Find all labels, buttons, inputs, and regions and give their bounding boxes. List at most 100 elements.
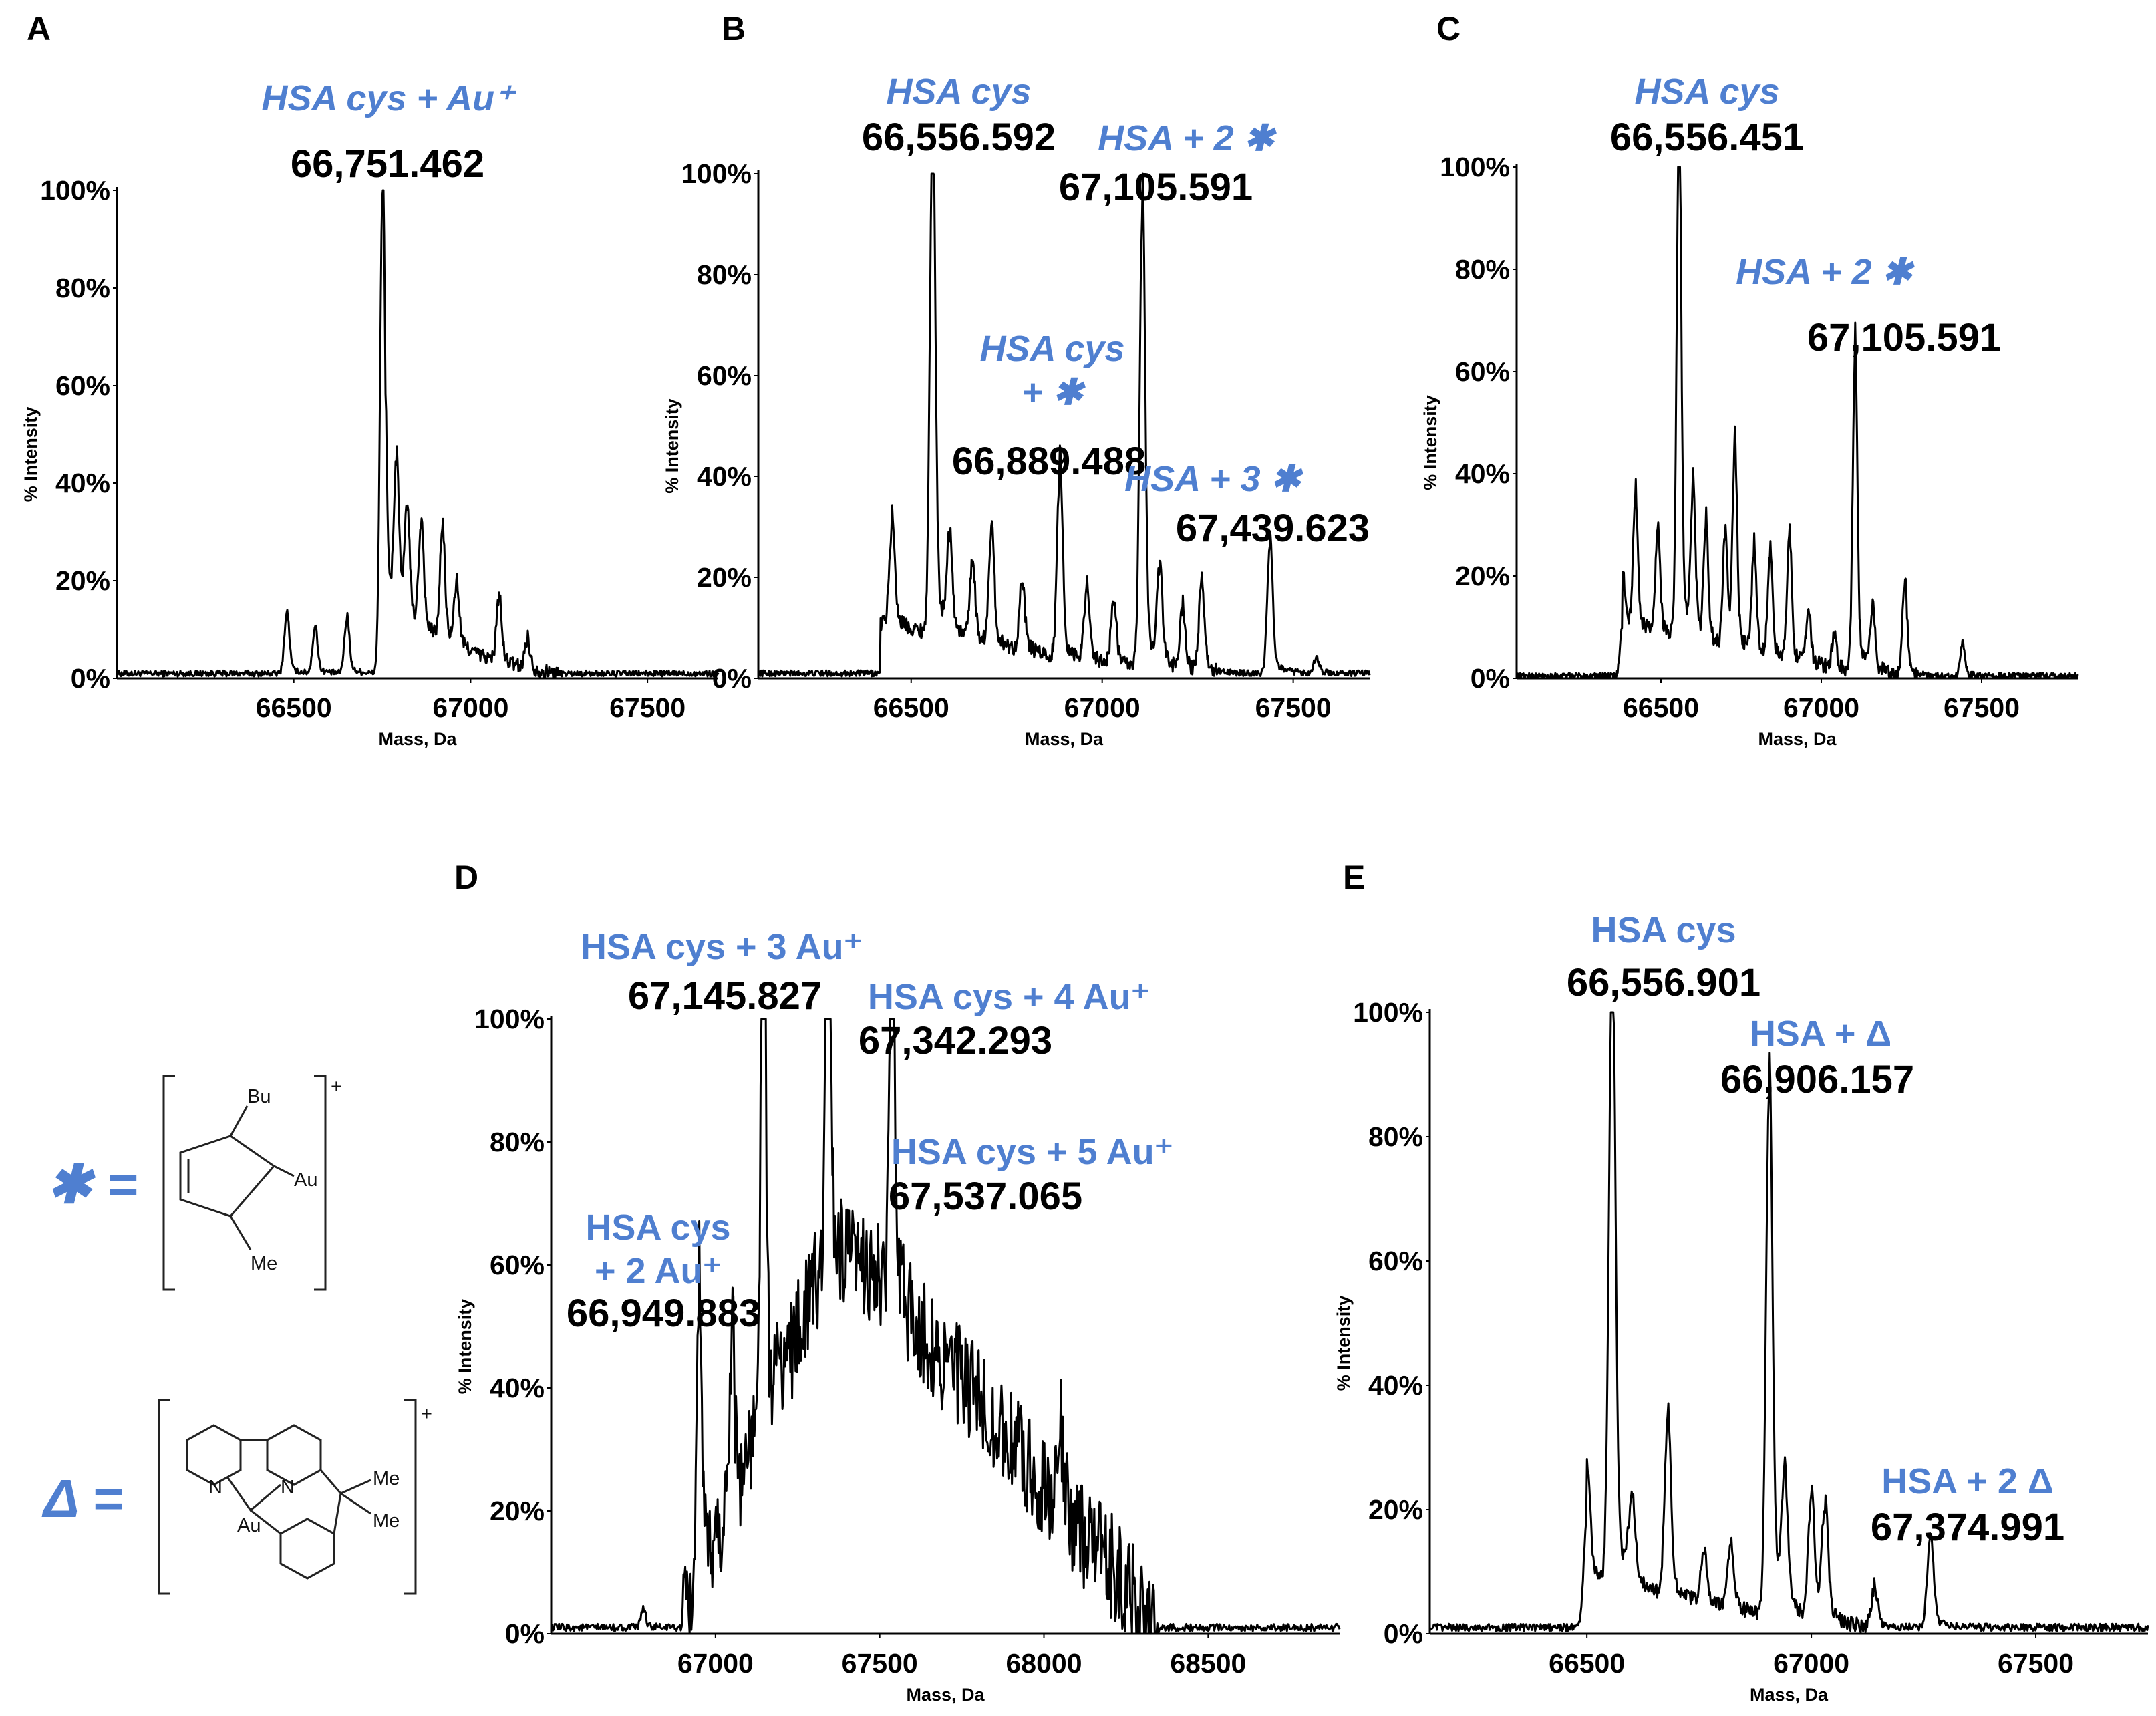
panel-e: E 0% 20% 40% 60% 80% 100% 66500 67000 67500 Mass, … [1334,859,2149,1705]
y-tick-label: 100% [474,1004,545,1034]
y-tick-label: 20% [1455,561,1510,591]
y-axis-label: % Intensity [21,407,41,503]
legend-star-symbol: ✱ = [47,1155,138,1214]
pyridine-ring-icon [186,1424,242,1486]
panel-c: C 0% 20% 40% 60% 80% 100% 66500 67000 67500 Mass, … [1420,10,2079,749]
substituent-label: Au [294,1169,317,1191]
x-tick-label: 68000 [1006,1648,1082,1679]
x-tick-label: 67500 [609,692,685,723]
y-tick-label: 0% [1471,663,1510,694]
peak-annotation-label: HSA cys + 3 Au⁺ [581,927,863,967]
substituent-label: Bu [247,1086,271,1107]
bond-icon [229,1105,249,1137]
y-tick-label: 40% [1455,458,1510,489]
peak-mass-value: 67,105.591 [1059,166,1253,209]
x-tick-label: 66500 [1623,692,1699,723]
peak-annotation-label: HSA + 2 ✱ [1736,252,1915,292]
peak-mass-value: 67,374.991 [1871,1506,2064,1549]
peak-mass-value: 66,906.157 [1720,1058,1914,1101]
imidazolylidene-ring-icon [179,1135,276,1218]
peak-annotation-label: HSA cys + 4 Au⁺ [868,977,1150,1017]
panel-b: B 0% 20% 40% 60% 80% 100% 66500 67000 67500 Mass, … [662,10,1371,749]
substituent-label: Me [373,1468,400,1489]
peak-annotation-label: HSA + 3 ✱ [1124,459,1304,499]
legend-star: ✱ = + Bu Au Me [47,1075,342,1291]
phenyl-ring-icon [279,1518,335,1580]
peak-mass-value: 67,342.293 [859,1019,1052,1062]
spectrum-trace [1428,1011,2149,1634]
y-tick-label: 40% [490,1373,545,1403]
legend-star-charge: + [331,1076,342,1097]
peak-mass-value: 67,145.827 [628,974,822,1018]
y-axis-label: % Intensity [1334,1296,1354,1391]
x-axis-label: Mass, Da [1025,729,1104,749]
peak-mass-value: 66,889.488 [952,440,1146,483]
x-tick-label: 67500 [842,1648,918,1679]
legend-delta-symbol: Δ = [41,1469,124,1528]
y-tick-label: 40% [1368,1370,1423,1401]
y-tick-label: 60% [1455,356,1510,387]
peak-annotation-label: HSA + 2 ✱ [1098,118,1277,158]
legend-delta: Δ = + Me Me Au N N [41,1399,432,1595]
bracket-left-icon [162,1075,175,1291]
x-tick-label: 66500 [873,692,949,723]
y-tick-label: 0% [1384,1618,1423,1649]
peak-annotation-label: HSA cys [585,1207,730,1248]
bracket-right-icon [404,1399,417,1595]
panel-letter: E [1343,859,1365,896]
y-axis-label: % Intensity [662,398,682,494]
x-tick-label: 67500 [1255,692,1332,723]
peak-annotation-label: + ✱ [1022,372,1086,412]
peak-mass-value: 66,556.451 [1610,116,1804,159]
y-tick-label: 80% [55,273,110,303]
x-tick-label: 67000 [1773,1648,1849,1679]
legend-delta-charge: + [421,1403,432,1425]
peak-mass-value: 67,537.065 [889,1175,1082,1218]
bond-icon [226,1476,281,1535]
bond-icon [229,1216,252,1250]
peak-annotation-label: HSA + Δ [1750,1014,1891,1054]
x-tick-label: 67500 [1944,692,2020,723]
peak-annotation-label: HSA + 2 Δ [1881,1461,2053,1502]
panel-letter: C [1436,10,1460,47]
x-tick-label: 68500 [1170,1648,1246,1679]
bracket-left-icon [158,1399,170,1595]
y-tick-label: 0% [505,1618,545,1649]
y-tick-label: 40% [55,468,110,498]
panel-letter: A [27,10,51,47]
bracket-right-icon [314,1075,327,1291]
peak-annotation-label: HSA cys [886,72,1031,112]
peak-mass-value: 66,556.592 [862,116,1056,159]
bond-icon [273,1165,295,1177]
spectrum-trace [116,189,720,680]
spectrum-trace [757,172,1371,678]
peak-annotation-label: + 2 Au⁺ [595,1251,722,1291]
y-tick-label: 60% [1368,1246,1423,1276]
x-tick-label: 67000 [1064,692,1140,723]
y-axis-label: % Intensity [455,1299,475,1395]
spectrum-trace [1515,166,2079,680]
y-tick-label: 20% [697,562,752,593]
panel-a: A 0% 20% 40% 60% 80% 100% 66500 67000 67500 Mass, … [21,10,720,749]
peak-annotation-label: HSA cys [979,329,1124,369]
bond-icon [319,1469,342,1534]
substituent-label: Me [251,1253,277,1274]
peak-annotation-label: HSA cys [1591,910,1736,950]
y-tick-label: 100% [1440,152,1510,182]
substituent-label: N [208,1477,222,1498]
y-tick-label: 20% [490,1495,545,1526]
peak-annotation-label: HSA cys [1634,72,1779,112]
y-tick-label: 60% [55,370,110,401]
spectrum-trace [550,1018,1341,1635]
peak-mass-value: 66,949.883 [567,1292,760,1335]
y-tick-label: 80% [697,259,752,290]
y-tick-label: 100% [40,175,110,206]
peak-mass-value: 66,751.462 [291,142,484,186]
y-tick-label: 100% [1353,997,1423,1028]
substituent-label: N [281,1477,295,1498]
y-tick-label: 20% [1368,1494,1423,1525]
y-tick-label: 40% [697,461,752,492]
y-tick-label: 60% [490,1250,545,1280]
peak-mass-value: 66,556.901 [1567,961,1760,1004]
x-tick-label: 66500 [256,692,332,723]
